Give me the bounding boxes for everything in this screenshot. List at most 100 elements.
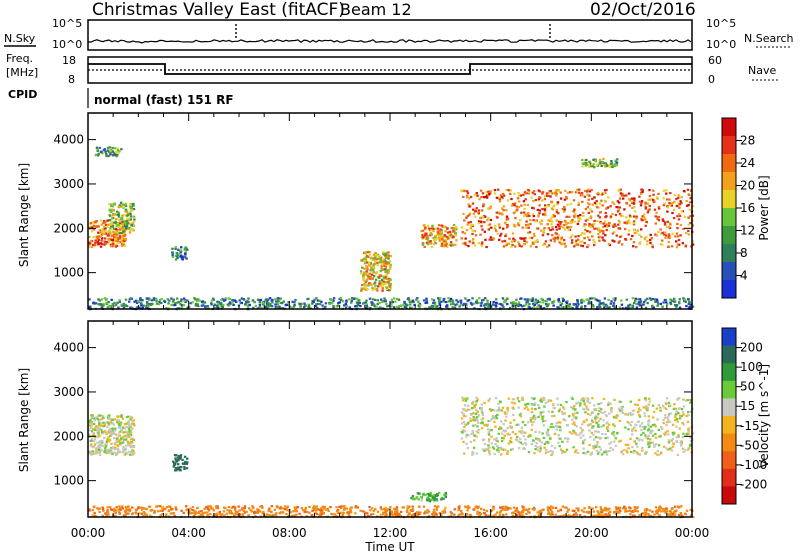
data-cell xyxy=(542,229,546,232)
data-cell xyxy=(563,412,566,415)
data-cell xyxy=(499,234,502,237)
data-cell xyxy=(630,306,633,309)
data-cell xyxy=(482,508,486,511)
data-cell xyxy=(640,200,644,203)
data-cell xyxy=(539,301,542,304)
data-cell xyxy=(591,397,594,400)
data-cell xyxy=(618,306,622,309)
data-cell xyxy=(97,235,100,238)
data-cell xyxy=(98,446,102,449)
data-cell xyxy=(101,506,104,509)
data-cell xyxy=(364,281,367,284)
data-cell xyxy=(474,403,478,406)
data-cell xyxy=(558,445,561,448)
data-cell xyxy=(651,441,654,444)
data-cell xyxy=(256,298,260,301)
data-cell xyxy=(100,239,103,242)
data-cell xyxy=(487,399,490,402)
data-cell xyxy=(618,440,621,443)
data-cell xyxy=(605,207,608,210)
data-cell xyxy=(618,221,621,224)
data-cell xyxy=(495,301,498,304)
data-cell xyxy=(253,510,257,513)
data-cell xyxy=(197,511,200,514)
data-cell xyxy=(356,307,359,310)
data-cell xyxy=(647,445,651,449)
data-cell xyxy=(657,219,661,222)
data-cell xyxy=(487,447,490,450)
data-cell xyxy=(678,243,681,246)
data-cell xyxy=(682,413,685,416)
data-cell xyxy=(554,231,557,235)
data-cell xyxy=(684,449,687,452)
data-cell xyxy=(105,431,109,434)
data-cell xyxy=(476,194,479,197)
data-cell xyxy=(273,508,277,511)
data-cell xyxy=(602,230,605,233)
data-cell xyxy=(434,242,437,245)
beam-label: Beam 12 xyxy=(340,0,412,19)
data-cell xyxy=(475,430,478,433)
data-cell xyxy=(543,405,546,408)
data-cell xyxy=(618,206,622,209)
data-cell xyxy=(130,215,133,218)
data-cell xyxy=(121,234,124,237)
data-cell xyxy=(672,407,676,410)
data-cell xyxy=(580,509,584,512)
data-cell xyxy=(466,509,469,512)
data-cell xyxy=(644,299,647,302)
data-cell xyxy=(667,513,670,516)
data-cell xyxy=(618,201,621,204)
data-cell xyxy=(592,163,595,166)
data-cell xyxy=(685,414,688,418)
data-cell xyxy=(686,204,689,207)
data-cell xyxy=(376,299,380,302)
data-cell xyxy=(569,202,573,206)
region-2 xyxy=(94,146,123,158)
data-cell xyxy=(389,268,392,271)
data-cell xyxy=(104,223,108,226)
data-cell xyxy=(444,301,447,304)
data-cell xyxy=(493,189,497,192)
data-cell xyxy=(587,188,590,191)
data-cell xyxy=(655,443,658,446)
data-cell xyxy=(556,203,559,206)
data-cell xyxy=(386,281,390,284)
data-cell xyxy=(522,243,526,246)
data-cell xyxy=(379,270,382,273)
data-cell xyxy=(577,203,580,206)
data-cell xyxy=(477,414,481,417)
data-cell xyxy=(378,282,381,285)
data-cell xyxy=(615,161,619,164)
data-cell xyxy=(589,165,593,168)
data-cell xyxy=(614,506,618,509)
data-cell xyxy=(647,403,650,406)
data-cell xyxy=(442,245,445,248)
data-cell xyxy=(580,192,584,195)
data-cell xyxy=(667,225,671,229)
data-cell xyxy=(609,510,612,513)
data-cell xyxy=(465,304,468,307)
region-8 xyxy=(88,297,695,311)
noise-left-tick-top: 10^5 xyxy=(52,17,82,30)
data-cell xyxy=(433,306,436,309)
data-cell xyxy=(446,304,449,307)
data-cell xyxy=(602,424,605,427)
data-cell xyxy=(364,256,367,259)
data-cell xyxy=(534,416,537,420)
data-cell xyxy=(119,201,123,204)
data-cell xyxy=(369,269,372,272)
data-cell xyxy=(385,512,388,515)
data-cell xyxy=(424,226,427,229)
data-cell xyxy=(88,451,91,454)
data-cell xyxy=(481,448,484,451)
data-cell xyxy=(127,219,130,222)
data-cell xyxy=(321,505,324,508)
data-cell xyxy=(480,245,484,248)
data-cell xyxy=(561,412,565,415)
data-cell xyxy=(203,301,207,304)
data-cell xyxy=(113,234,117,237)
freq-left-tick-top: 18 xyxy=(62,54,76,67)
data-cell xyxy=(421,229,425,232)
data-cell xyxy=(449,297,453,300)
